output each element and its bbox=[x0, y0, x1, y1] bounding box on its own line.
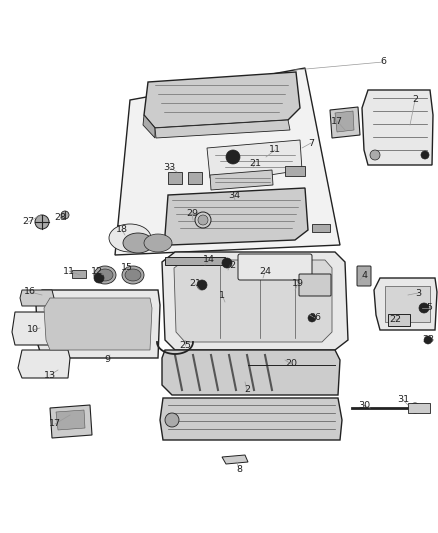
Ellipse shape bbox=[94, 266, 116, 284]
Circle shape bbox=[421, 151, 429, 159]
Polygon shape bbox=[44, 298, 152, 350]
Polygon shape bbox=[174, 260, 332, 342]
Circle shape bbox=[419, 303, 429, 313]
Circle shape bbox=[35, 215, 49, 229]
Polygon shape bbox=[12, 312, 68, 345]
Polygon shape bbox=[162, 252, 348, 350]
Ellipse shape bbox=[123, 233, 153, 253]
Circle shape bbox=[94, 273, 104, 283]
FancyBboxPatch shape bbox=[168, 172, 182, 184]
Ellipse shape bbox=[109, 224, 151, 252]
Circle shape bbox=[370, 150, 380, 160]
Polygon shape bbox=[165, 188, 308, 245]
Circle shape bbox=[222, 258, 232, 268]
Text: 17: 17 bbox=[49, 419, 61, 429]
FancyBboxPatch shape bbox=[385, 286, 430, 322]
Ellipse shape bbox=[122, 266, 144, 284]
Circle shape bbox=[226, 150, 240, 164]
Text: 11: 11 bbox=[63, 266, 75, 276]
Text: 10: 10 bbox=[27, 326, 39, 335]
Polygon shape bbox=[362, 90, 433, 165]
Circle shape bbox=[195, 212, 211, 228]
Polygon shape bbox=[155, 120, 290, 138]
Text: 19: 19 bbox=[292, 279, 304, 288]
FancyBboxPatch shape bbox=[188, 172, 202, 184]
Polygon shape bbox=[210, 170, 273, 190]
Text: 25: 25 bbox=[179, 341, 191, 350]
Text: 26: 26 bbox=[309, 313, 321, 322]
FancyBboxPatch shape bbox=[299, 274, 331, 296]
Text: 32: 32 bbox=[224, 261, 236, 270]
Polygon shape bbox=[50, 405, 92, 438]
FancyBboxPatch shape bbox=[312, 224, 330, 232]
Polygon shape bbox=[335, 111, 354, 132]
Text: 11: 11 bbox=[269, 146, 281, 155]
Text: 18: 18 bbox=[116, 225, 128, 235]
Polygon shape bbox=[330, 107, 360, 138]
Text: 22: 22 bbox=[389, 316, 401, 325]
FancyBboxPatch shape bbox=[165, 257, 225, 265]
Text: 2: 2 bbox=[244, 385, 250, 394]
Text: 1: 1 bbox=[219, 290, 225, 300]
FancyBboxPatch shape bbox=[408, 403, 430, 413]
Text: 12: 12 bbox=[91, 266, 103, 276]
Text: 6: 6 bbox=[380, 58, 386, 67]
Polygon shape bbox=[143, 115, 155, 138]
FancyBboxPatch shape bbox=[285, 166, 305, 176]
Polygon shape bbox=[160, 398, 342, 440]
Text: 14: 14 bbox=[203, 255, 215, 264]
Text: 17: 17 bbox=[331, 117, 343, 125]
FancyBboxPatch shape bbox=[72, 270, 86, 278]
Text: 31: 31 bbox=[397, 395, 409, 405]
Text: 21: 21 bbox=[249, 158, 261, 167]
Circle shape bbox=[198, 215, 208, 225]
Text: 33: 33 bbox=[163, 163, 175, 172]
Text: 29: 29 bbox=[186, 208, 198, 217]
Ellipse shape bbox=[144, 234, 172, 252]
Polygon shape bbox=[20, 290, 54, 306]
Text: 23: 23 bbox=[422, 335, 434, 344]
Circle shape bbox=[61, 211, 69, 219]
Polygon shape bbox=[222, 455, 248, 464]
Text: 9: 9 bbox=[104, 356, 110, 365]
Ellipse shape bbox=[97, 269, 113, 281]
Text: 7: 7 bbox=[308, 139, 314, 148]
Polygon shape bbox=[162, 350, 340, 395]
Text: 2: 2 bbox=[412, 95, 418, 104]
Text: 20: 20 bbox=[285, 359, 297, 368]
Text: 27: 27 bbox=[22, 217, 34, 227]
FancyBboxPatch shape bbox=[357, 266, 371, 286]
Text: 30: 30 bbox=[358, 400, 370, 409]
Polygon shape bbox=[115, 68, 340, 255]
FancyBboxPatch shape bbox=[238, 254, 312, 280]
Polygon shape bbox=[374, 278, 437, 330]
Polygon shape bbox=[56, 410, 85, 430]
Text: 16: 16 bbox=[24, 287, 36, 296]
Circle shape bbox=[197, 280, 207, 290]
Circle shape bbox=[165, 413, 179, 427]
Text: 21: 21 bbox=[189, 279, 201, 288]
FancyBboxPatch shape bbox=[388, 314, 410, 326]
Text: 5: 5 bbox=[426, 303, 432, 312]
Text: 3: 3 bbox=[415, 288, 421, 297]
Text: 24: 24 bbox=[259, 268, 271, 277]
Polygon shape bbox=[36, 290, 160, 358]
Circle shape bbox=[410, 403, 420, 413]
Text: 28: 28 bbox=[54, 214, 66, 222]
Polygon shape bbox=[18, 350, 70, 378]
Text: 34: 34 bbox=[228, 191, 240, 200]
Polygon shape bbox=[207, 140, 302, 178]
Circle shape bbox=[424, 336, 432, 344]
Ellipse shape bbox=[125, 269, 141, 281]
Text: 15: 15 bbox=[121, 262, 133, 271]
Text: 8: 8 bbox=[236, 465, 242, 474]
Polygon shape bbox=[144, 72, 300, 128]
Text: 13: 13 bbox=[44, 370, 56, 379]
Circle shape bbox=[308, 314, 316, 322]
Text: 4: 4 bbox=[361, 271, 367, 279]
